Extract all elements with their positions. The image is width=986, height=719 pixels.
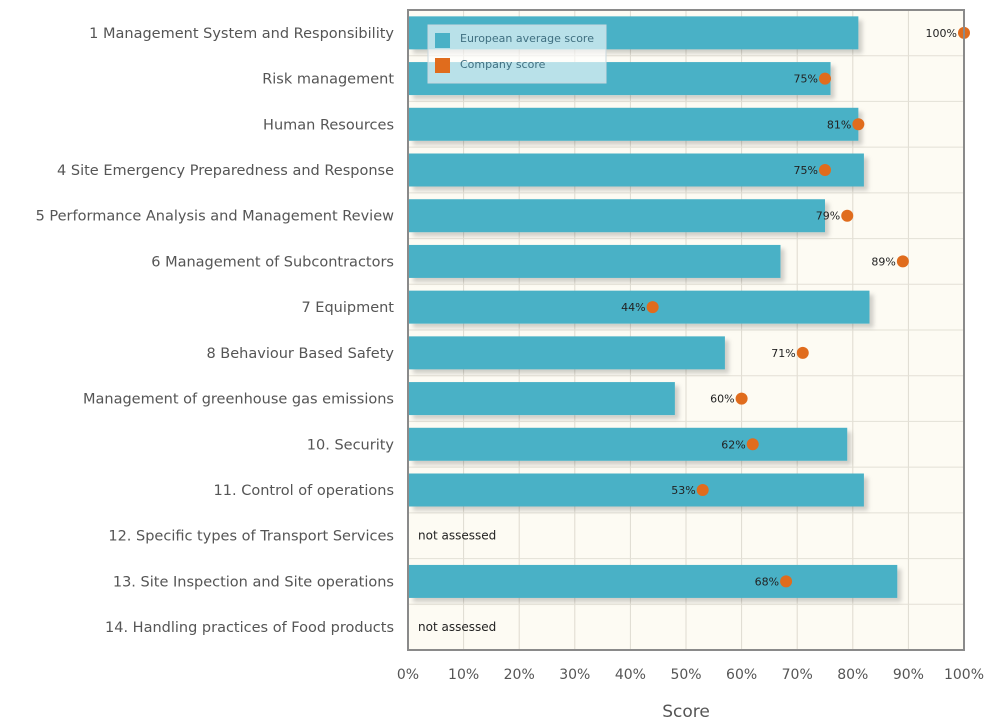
- data-label-company-score: 75%: [794, 164, 818, 177]
- legend: European average score Company score: [427, 24, 607, 84]
- category-label-6-management-of-subcontractors: 6 Management of Subcontractors: [151, 254, 394, 270]
- point-company-score: [735, 392, 748, 405]
- category-label-management-of-greenhouse-gas-emissions: Management of greenhouse gas emissions: [83, 392, 394, 408]
- data-label-company-score: 71%: [771, 347, 795, 360]
- x-tick-label: 90%: [893, 667, 924, 683]
- data-label-company-score: 89%: [871, 255, 895, 268]
- bar-european-average: [409, 153, 864, 187]
- bar-european-average: [409, 199, 825, 233]
- bar-european-average: [409, 473, 864, 507]
- legend-box: [427, 24, 607, 84]
- category-label-13-site-inspection-and-site-operations: 13. Site Inspection and Site operations: [113, 574, 394, 590]
- x-tick-label: 100%: [944, 667, 984, 683]
- category-label-10-security: 10. Security: [307, 437, 395, 453]
- bar-european-average: [409, 564, 898, 598]
- category-label-1-management-system-and-responsibility: 1 Management System and Responsibility: [89, 26, 394, 42]
- category-label-8-behaviour-based-safety: 8 Behaviour Based Safety: [206, 346, 394, 362]
- x-tick-label: 0%: [397, 667, 419, 683]
- x-axis-title: Score: [662, 702, 710, 719]
- legend-label-company-score: Company score: [460, 58, 546, 71]
- data-label-company-score: 53%: [671, 484, 695, 497]
- legend-label-european-average: European average score: [460, 32, 594, 45]
- category-label-7-equipment: 7 Equipment: [301, 300, 394, 316]
- data-label-company-score: 100%: [926, 27, 957, 40]
- not-assessed-label: not assessed: [418, 529, 496, 543]
- x-tick-label: 20%: [504, 667, 535, 683]
- point-company-score: [819, 164, 831, 176]
- point-company-score: [780, 575, 793, 588]
- x-tick-label: 50%: [670, 667, 701, 683]
- category-label-risk-management: Risk management: [262, 72, 394, 88]
- category-label-14-handling-practices-of-food-products: 14. Handling practices of Food products: [105, 620, 394, 636]
- category-label-4-site-emergency-preparedness-and-response: 4 Site Emergency Preparedness and Respon…: [57, 163, 394, 179]
- x-tick-label: 60%: [726, 667, 757, 683]
- category-label-12-specific-types-of-transport-services: 12. Specific types of Transport Services: [108, 529, 394, 545]
- bar-european-average: [409, 427, 848, 461]
- category-label-5-performance-analysis-and-management-review: 5 Performance Analysis and Management Re…: [36, 209, 395, 225]
- legend-swatch-company-score: [435, 58, 450, 73]
- x-tick-label: 80%: [837, 667, 868, 683]
- category-labels: 1 Management System and Responsibility Ri…: [36, 26, 395, 636]
- points-company-score: 100% 75% 81% 75% 79% 89% 44% 71% 60% 62% 53% not as…: [418, 26, 970, 634]
- point-company-score: [646, 301, 659, 314]
- point-company-score: [841, 209, 854, 222]
- bar-european-average: [409, 382, 675, 416]
- data-label-company-score: 68%: [755, 575, 779, 588]
- data-label-company-score: 60%: [710, 393, 734, 406]
- point-company-score: [852, 118, 865, 131]
- data-label-company-score: 75%: [794, 73, 818, 86]
- x-tick-label: 40%: [615, 667, 646, 683]
- x-tick-label: 30%: [559, 667, 590, 683]
- plot-border: [407, 9, 965, 651]
- data-label-company-score: 62%: [721, 438, 745, 451]
- bar-european-average: [409, 244, 781, 278]
- x-tick-label: 10%: [448, 667, 479, 683]
- point-company-score: [796, 346, 809, 359]
- bar-european-average: [409, 290, 870, 324]
- category-label-human-resources: Human Resources: [263, 117, 394, 133]
- data-label-company-score: 81%: [827, 118, 851, 131]
- x-tick-label: 70%: [782, 667, 813, 683]
- bar-european-average: [409, 107, 859, 141]
- point-company-score: [896, 255, 909, 268]
- data-label-company-score: 79%: [816, 210, 840, 223]
- x-tick-labels: 0% 10% 20% 30% 40% 50% 60% 70% 80% 90% 100%: [397, 667, 984, 683]
- bar-european-average: [409, 336, 725, 370]
- not-assessed-label: not assessed: [418, 620, 496, 634]
- point-company-score: [746, 438, 759, 451]
- category-label-11-control-of-operations: 11. Control of operations: [214, 483, 394, 499]
- point-company-score: [819, 72, 831, 85]
- point-company-score: [696, 484, 709, 496]
- legend-swatch-european-average: [435, 33, 450, 48]
- data-label-company-score: 44%: [621, 301, 645, 314]
